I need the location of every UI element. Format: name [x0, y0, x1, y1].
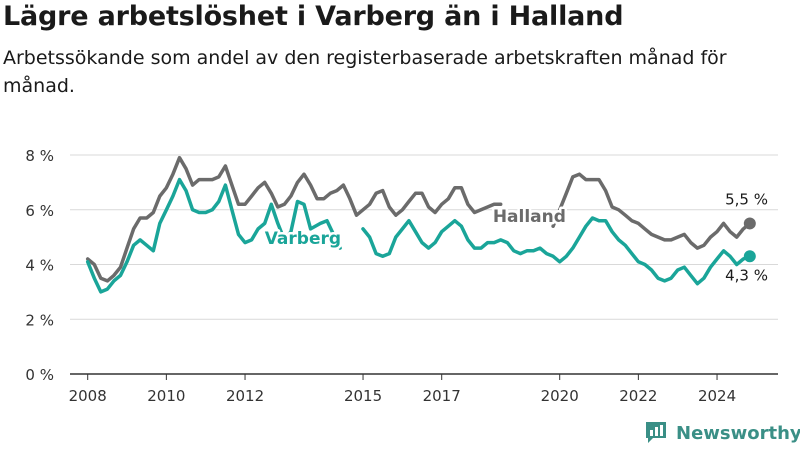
x-tick-label: 2024	[698, 387, 736, 405]
x-tick-label: 2015	[344, 387, 382, 405]
x-tick-label: 2022	[619, 387, 657, 405]
series-line-halland	[551, 172, 752, 250]
series-label-varberg: Varberg	[265, 229, 341, 249]
chart-title: Lägre arbetslöshet i Varberg än i Hallan…	[3, 1, 624, 32]
brand-name: Newsworthy	[676, 422, 800, 444]
y-tick-label: 4 %	[25, 257, 54, 275]
x-tick-label: 2017	[423, 387, 461, 405]
series-line-halland	[85, 155, 503, 283]
series-end-marker-varberg	[743, 250, 756, 263]
chart-subtitle: Arbetssökande som andel av den registerb…	[3, 47, 727, 97]
bar-chart-logo-icon	[646, 422, 666, 443]
series-label-halland: Halland	[493, 207, 566, 227]
x-tick-label: 2008	[69, 387, 107, 405]
x-tick-label: 2010	[147, 387, 185, 405]
x-tick-label: 2020	[541, 387, 579, 405]
y-tick-label: 0 %	[25, 366, 54, 384]
x-tick-label: 2012	[226, 387, 264, 405]
series-line-varberg	[85, 177, 342, 294]
brand-logo: Newsworthy	[644, 419, 800, 447]
series-end-label-halland: 5,5 %	[725, 190, 768, 208]
series-line-varberg	[361, 216, 752, 286]
y-tick-label: 8 %	[25, 147, 54, 165]
y-tick-label: 2 %	[25, 311, 54, 329]
y-tick-label: 6 %	[25, 202, 54, 220]
series-end-marker-halland	[743, 217, 756, 230]
series-end-label-varberg: 4,3 %	[725, 266, 768, 284]
